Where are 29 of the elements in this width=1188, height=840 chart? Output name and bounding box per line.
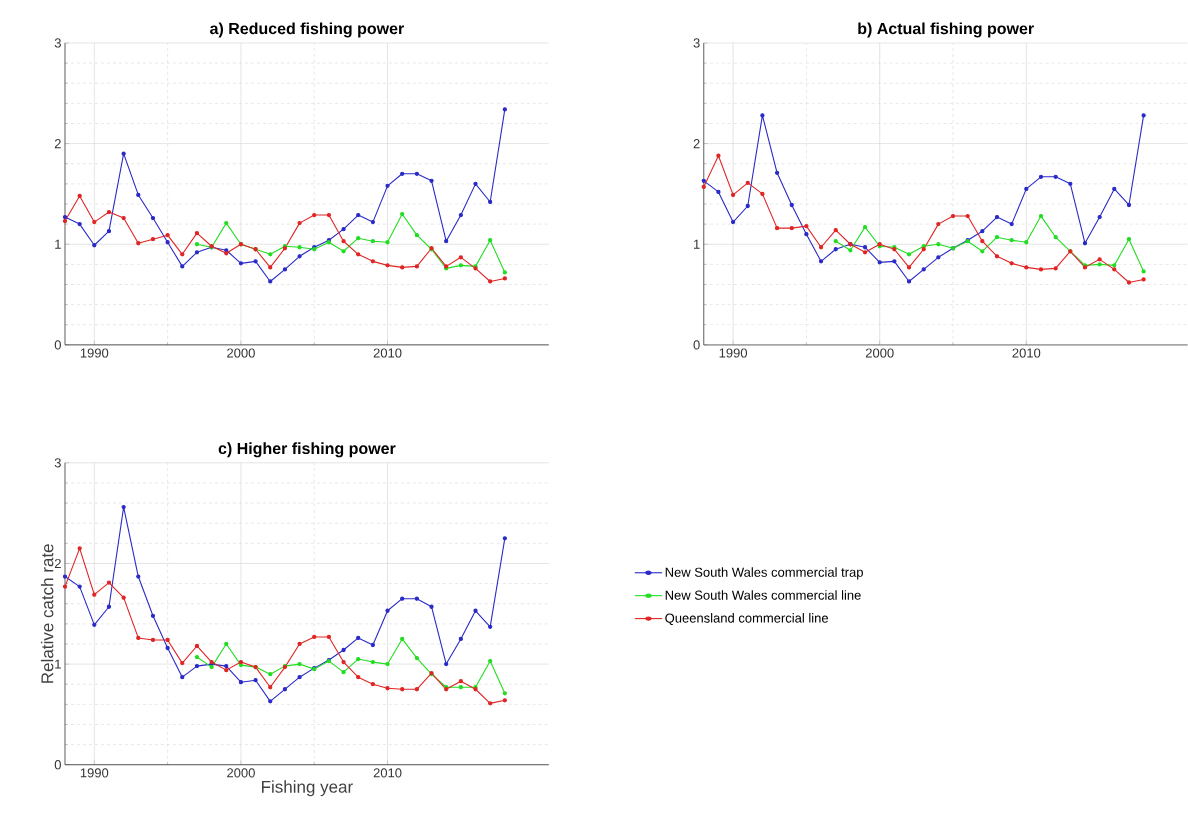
y-tick-label: 1 [694,239,700,249]
x-tick-label: 1990 [80,768,109,778]
x-tick-label: 2000 [865,348,894,358]
chart-title: c) Higher fishing power [218,442,396,458]
y-tick-label: 1 [55,659,61,669]
x-tick-label: 1990 [80,348,109,358]
x-tick-label: 2010 [1012,348,1041,358]
x-tick-label: 2010 [373,348,402,358]
x-tick-label: 2000 [227,768,255,778]
y-tick-label: 3 [693,38,700,48]
x-tick-label: 2010 [373,768,402,778]
legend-label: New South Wales commercial trap [665,567,863,580]
y-axis-title: Relative catch rate [40,544,54,683]
y-tick-label: 2 [54,559,61,569]
y-tick-label: 0 [693,340,700,350]
x-tick-label: 2000 [227,348,255,358]
y-tick-label: 2 [693,139,700,149]
x-tick-label: 1990 [719,348,748,358]
y-tick-label: 0 [54,760,61,770]
chart-title: b) Actual fishing power [858,22,1034,38]
y-tick-label: 3 [54,38,61,48]
y-tick-label: 2 [54,139,61,149]
x-axis-title: Fishing year [262,780,353,797]
y-tick-label: 3 [54,458,61,468]
y-tick-label: 0 [54,340,61,350]
chart-title: a) Reduced fishing power [210,22,404,38]
legend-label: Queensland commercial line [665,613,829,626]
legend-label: New South Wales commercial line [665,590,861,600]
y-tick-label: 1 [55,239,61,249]
